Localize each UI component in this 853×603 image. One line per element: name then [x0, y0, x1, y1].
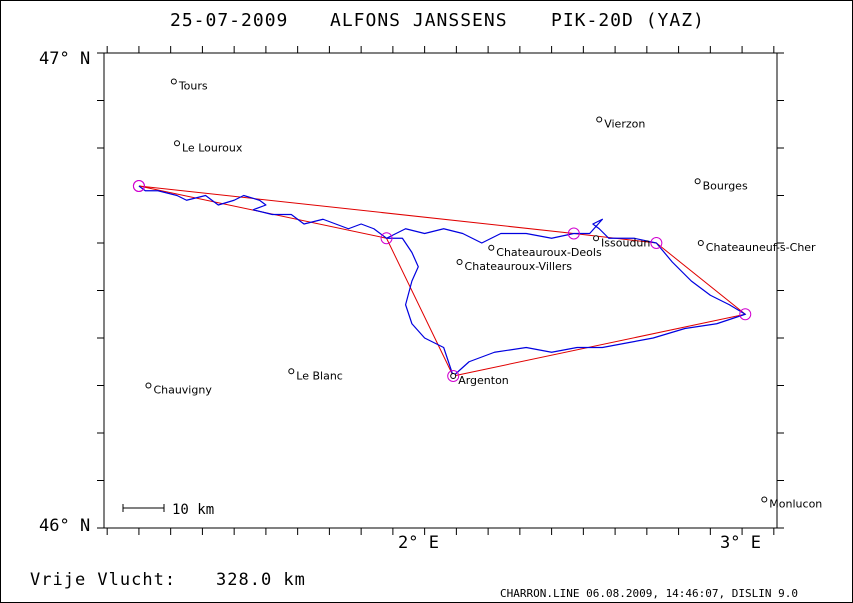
track-polyline — [138, 185, 746, 377]
city-marker-icon — [170, 78, 177, 85]
lon-label-3e: 3° E — [720, 533, 761, 553]
scale-bar: 10 km — [122, 502, 214, 518]
city-argenton: Argenton — [450, 373, 509, 387]
city-chateauroux-villers: Chateauroux-Villers — [456, 259, 573, 273]
city-marker-icon — [593, 235, 600, 242]
city-marker-icon — [488, 244, 495, 251]
lat-label-bottom: 46° N — [39, 516, 90, 536]
distance-label: Vrije Vlucht: — [30, 570, 176, 590]
city-label: Bourges — [703, 179, 748, 192]
city-chateauneuf-s-cher: Chateauneuf-s-Cher — [697, 240, 816, 254]
pilot-name: ALFONS JANSSENS — [330, 10, 508, 31]
city-label: Chateauroux-Villers — [465, 260, 573, 273]
city-le-blanc: Le Blanc — [288, 368, 343, 382]
plot-area — [103, 52, 778, 529]
distance-value: 328.0 km — [216, 570, 306, 590]
city-label: Le Louroux — [182, 141, 243, 154]
lon-label-2e: 2° E — [398, 533, 439, 553]
city-marker-icon — [697, 240, 704, 246]
task-polyline — [138, 185, 747, 377]
city-label: Monlucon — [769, 498, 822, 511]
lat-label-top: 47° N — [39, 49, 90, 69]
city-label: Chateauroux-Deols — [496, 246, 602, 259]
turnpoint-circle — [380, 232, 393, 245]
turnpoints — [132, 180, 752, 382]
city-label: Issoudun — [601, 236, 650, 249]
city-marker-icon — [145, 382, 152, 389]
city-chauvigny: Chauvigny — [145, 382, 212, 397]
city-label: Argenton — [458, 374, 509, 387]
glider-name: PIK-20D (YAZ) — [551, 10, 705, 31]
city-issoudun: Issoudun — [593, 235, 650, 249]
city-marker-icon — [596, 116, 603, 123]
city-chateauroux-deols: Chateauroux-Deols — [488, 244, 602, 259]
flight-date: 25-07-2009 — [170, 10, 288, 31]
scale-label: 10 km — [172, 502, 214, 518]
city-marker-icon — [694, 178, 701, 185]
turnpoint-circle — [567, 227, 580, 240]
flight-track — [138, 185, 746, 377]
city-label: Le Blanc — [296, 369, 343, 382]
city-monlucon: Monlucon — [761, 496, 822, 511]
city-tours: Tours — [170, 78, 208, 93]
city-marker-icon — [450, 373, 457, 379]
city-marker-icon — [761, 496, 768, 503]
city-marker-icon — [288, 368, 295, 375]
city-marker-icon — [456, 259, 463, 265]
city-bourges: Bourges — [694, 178, 748, 192]
city-label: Vierzon — [604, 118, 645, 131]
city-label: Chauvigny — [153, 384, 212, 397]
task-line — [138, 185, 747, 377]
city-marker-icon — [174, 140, 181, 147]
city-label: Tours — [178, 80, 208, 93]
city-vierzon: Vierzon — [596, 116, 645, 131]
turnpoint-circle — [132, 180, 145, 192]
city-label: Chateauneuf-s-Cher — [706, 241, 816, 254]
plot-stamp: CHARRON.LINE 06.08.2009, 14:46:07, DISLI… — [500, 587, 798, 600]
city-le-louroux: Le Louroux — [174, 140, 243, 154]
turnpoint-circle — [447, 370, 460, 382]
axis-ticks — [97, 46, 784, 535]
turnpoint-circle — [650, 237, 663, 249]
turnpoint-circle — [739, 308, 752, 321]
